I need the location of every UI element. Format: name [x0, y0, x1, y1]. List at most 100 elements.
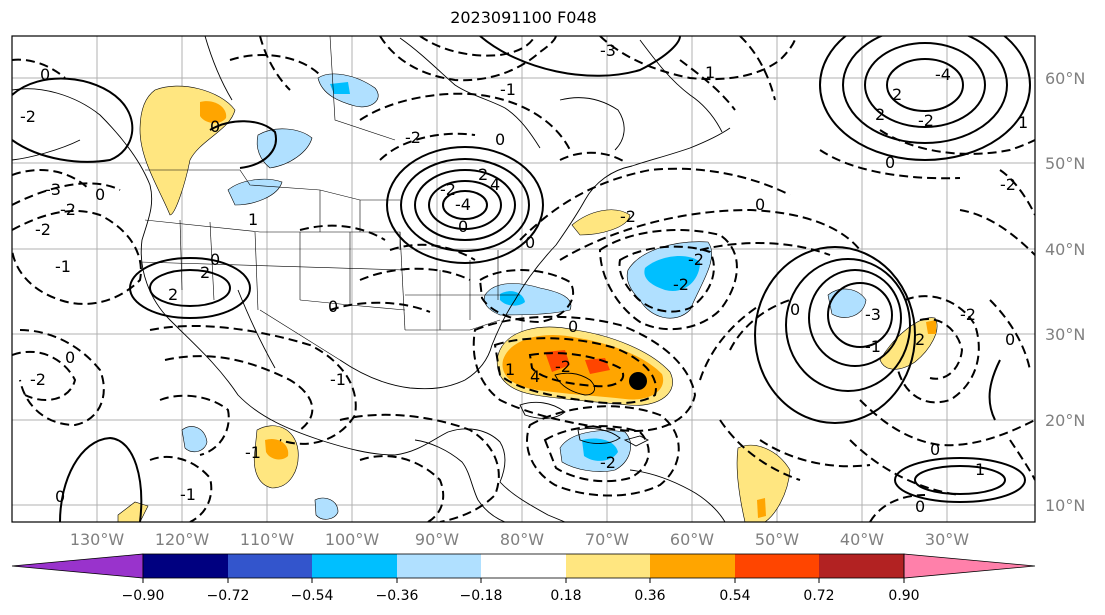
colorbar-tick: 0.18: [550, 588, 581, 604]
coastlines: [12, 36, 731, 522]
contour-label: 1: [705, 63, 715, 82]
contour-label: -2: [60, 200, 76, 219]
contour-label: 0: [210, 117, 220, 136]
colorbar-tick: −0.54: [291, 588, 334, 604]
contour-label: -4: [935, 65, 951, 84]
colorbar-bin: [819, 554, 904, 578]
shaded-anomalies: [117, 73, 938, 522]
colorbar-tick: −0.90: [122, 588, 165, 604]
lon-label: 110°W: [240, 530, 295, 549]
lat-label: 20°N: [1045, 411, 1085, 430]
contour-label: 0: [568, 317, 578, 336]
colorbar-tick: −0.72: [207, 588, 250, 604]
contour-label: -2: [918, 111, 934, 130]
lon-label: 60°W: [670, 530, 714, 549]
colorbar-tick: −0.36: [376, 588, 419, 604]
contour-label: 0: [55, 487, 65, 506]
colorbar-tick: 0.72: [803, 588, 834, 604]
colorbar-bin: [566, 554, 650, 578]
contour-label: 1: [505, 360, 515, 379]
contour-label: -1: [180, 485, 196, 504]
colorbar-bin: [143, 554, 228, 578]
contour-label: 0: [495, 130, 505, 149]
longitude-axis: 130°W 120°W 110°W 100°W 90°W 80°W 70°W 6…: [70, 530, 969, 549]
contour-label: 2: [915, 330, 925, 349]
contour-label: 4: [530, 367, 540, 386]
contour-label: 1: [975, 460, 985, 479]
contour-label: -1: [865, 337, 881, 356]
contour-label: 0: [95, 185, 105, 204]
contour-label: -2: [960, 305, 976, 324]
lat-label: 40°N: [1045, 240, 1085, 259]
lon-label: 30°W: [925, 530, 969, 549]
contour-label: 1: [248, 210, 258, 229]
graticule: [12, 36, 1035, 522]
contour-label: -2: [688, 250, 704, 269]
contour-label: -1: [500, 80, 516, 99]
contour-label: -2: [673, 275, 689, 294]
lat-label: 10°N: [1045, 496, 1085, 515]
contour-label: 0: [65, 348, 75, 367]
contour-label: 0: [328, 297, 338, 316]
colorbar-bin: [397, 554, 481, 578]
lon-label: 50°W: [755, 530, 799, 549]
contour-label: -3: [45, 180, 61, 199]
colorbar-bin: [735, 554, 819, 578]
contour-label: 2: [168, 285, 178, 304]
colorbar-bin: [228, 554, 312, 578]
colorbar-tick: 0.90: [888, 588, 919, 604]
lat-label: 30°N: [1045, 325, 1085, 344]
plot-frame: [11, 35, 1036, 523]
contour-label: -1: [55, 257, 71, 276]
lon-label: 70°W: [585, 530, 629, 549]
contour-label: -2: [20, 107, 36, 126]
contour-label: -1: [245, 443, 261, 462]
colorbar-bin: [481, 554, 566, 578]
lon-label: 120°W: [155, 530, 210, 549]
map-title: 2023091100 F048: [450, 8, 597, 27]
contour-label: 0: [1005, 330, 1015, 349]
contour-label: -3: [865, 305, 881, 324]
colorbar-extend-max: [903, 553, 1036, 579]
colorbar: −0.90 −0.72 −0.54 −0.36 −0.18 0.18 0.36 …: [11, 553, 1036, 604]
colorbar-tick: 0.36: [634, 588, 665, 604]
contour-label: 0: [525, 233, 535, 252]
solid-contours: [12, 36, 1031, 522]
lon-label: 100°W: [325, 530, 380, 549]
colorbar-tick: −0.18: [460, 588, 503, 604]
contour-label: -2: [1000, 175, 1016, 194]
contour-label: 0: [790, 300, 800, 319]
latitude-axis: 60°N 50°N 40°N 30°N 20°N 10°N: [1045, 69, 1085, 515]
contour-label: -3: [600, 41, 616, 60]
colorbar-bin: [650, 554, 735, 578]
contour-label: 0: [458, 217, 468, 236]
lat-label: 50°N: [1045, 154, 1085, 173]
contour-label: 2: [478, 165, 488, 184]
contour-label: -2: [35, 220, 51, 239]
colorbar-bin: [312, 554, 397, 578]
lon-label: 90°W: [415, 530, 459, 549]
contour-label: -2: [440, 180, 456, 199]
contour-label: 0: [40, 65, 50, 84]
lon-label: 130°W: [70, 530, 125, 549]
colorbar-tick: 0.54: [719, 588, 750, 604]
lon-label: 80°W: [500, 530, 544, 549]
contour-label: -2: [600, 453, 616, 472]
contour-label: -1: [330, 370, 346, 389]
contour-label: 0: [915, 497, 925, 516]
contour-label: -4: [455, 195, 471, 214]
contour-label: 0: [755, 195, 765, 214]
dashed-contours: [12, 36, 1035, 522]
contour-label: 2: [200, 263, 210, 282]
lon-label: 40°W: [840, 530, 884, 549]
state-borders: [139, 36, 520, 361]
contour-label: -2: [555, 357, 571, 376]
storm-center-marker: [629, 372, 647, 390]
contour-label: 0: [885, 153, 895, 172]
contour-label: -2: [405, 128, 421, 147]
contour-label: 0: [210, 250, 220, 269]
contour-label: -2: [620, 207, 636, 226]
contour-label: 2: [875, 105, 885, 124]
contour-labels: 0 -2 0 -2 -1 -3 -2 0 2 0 2 1 0 -2 -1 0 -…: [20, 41, 1028, 516]
